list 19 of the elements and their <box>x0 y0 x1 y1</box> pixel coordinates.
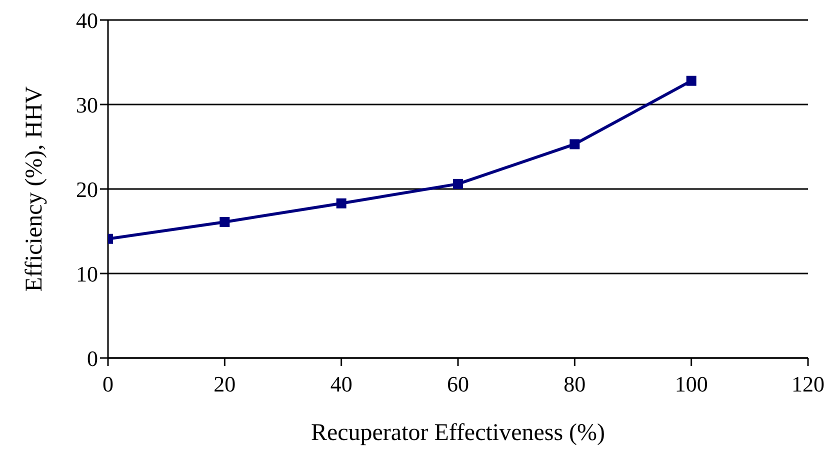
point <box>453 178 463 189</box>
y-tick-label: 40 <box>76 8 98 33</box>
x-axis-title: Recuperator Effectiveness (%) <box>310 420 606 446</box>
y-tick-label: 30 <box>76 92 98 118</box>
y-tick-label: 20 <box>76 176 98 202</box>
x-tick-label: 20 <box>214 372 236 397</box>
x-tick-label: 40 <box>330 372 352 397</box>
x-tick-label: 100 <box>674 372 708 397</box>
x-tick-label: 0 <box>102 372 114 397</box>
x-tick-label: 60 <box>447 372 469 397</box>
y-tick-label: 10 <box>76 261 98 286</box>
x-tick-label: 120 <box>792 372 824 397</box>
point <box>570 139 580 150</box>
point <box>336 198 346 208</box>
point <box>220 216 230 227</box>
y-axis-title: Efficiency (%), HHV <box>22 86 48 292</box>
y-tick-label: 0 <box>87 346 98 371</box>
point <box>686 76 696 86</box>
x-tick-label: 80 <box>564 372 586 397</box>
